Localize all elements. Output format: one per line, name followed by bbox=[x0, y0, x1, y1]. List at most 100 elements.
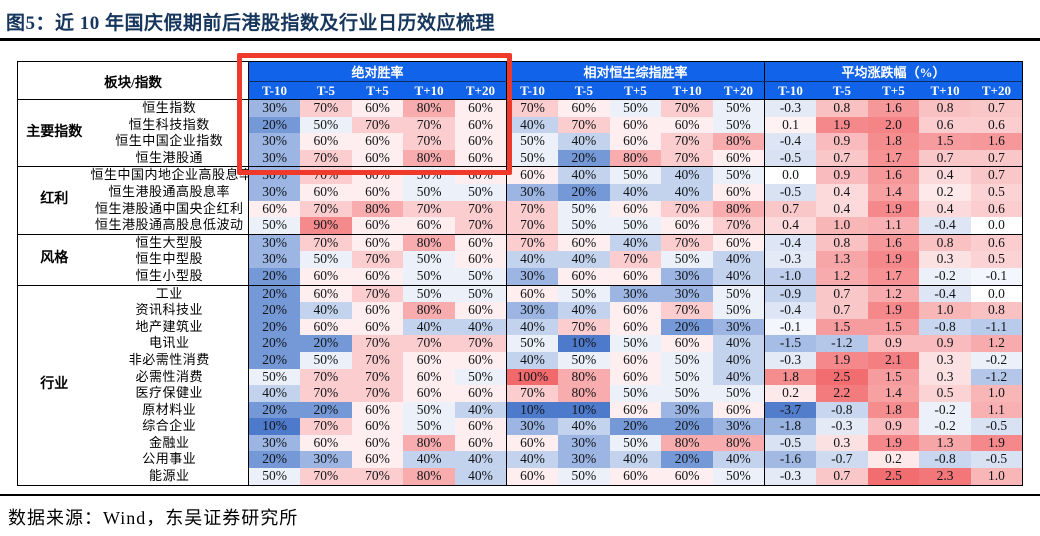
heat-cell: 0.5 bbox=[970, 183, 1023, 201]
heat-cell: 30% bbox=[248, 233, 301, 252]
heat-cell: 2.1 bbox=[867, 351, 920, 369]
heat-cell: 0.4 bbox=[919, 166, 971, 184]
heat-cell: -0.5 bbox=[763, 183, 817, 201]
heat-cell: 70% bbox=[351, 468, 404, 486]
heat-cell: 30% bbox=[248, 251, 301, 268]
col-header-tm5: T-5 bbox=[816, 81, 868, 100]
heat-cell: 60% bbox=[609, 116, 662, 134]
heat-cell: 50% bbox=[558, 200, 610, 218]
heat-cell: 20% bbox=[661, 418, 713, 435]
heat-cell: 1.9 bbox=[867, 302, 920, 319]
heat-cell: 60% bbox=[300, 133, 352, 150]
heat-cell: -0.2 bbox=[970, 351, 1023, 369]
heat-cell: 70% bbox=[454, 217, 507, 235]
heat-cell: 0.0 bbox=[970, 284, 1023, 303]
heat-cell: 50% bbox=[454, 183, 507, 201]
heat-cell: 0.5 bbox=[919, 385, 971, 402]
heat-cell: 30% bbox=[558, 434, 610, 452]
heat-cell: 0.7 bbox=[816, 302, 868, 319]
heat-cell: 70% bbox=[300, 368, 352, 386]
heat-cell: 80% bbox=[403, 233, 455, 252]
heat-cell: 60% bbox=[351, 267, 404, 286]
heat-cell: 40% bbox=[558, 251, 610, 268]
heat-cell: 0.3 bbox=[816, 434, 868, 452]
heat-cell: 50% bbox=[300, 351, 352, 369]
table-header: 板块/指数 绝对胜率 相对恒生综指胜率 平均涨跌幅（%） T-10 T-5 T+5 T… bbox=[17, 61, 1023, 100]
heat-cell: -0.8 bbox=[919, 318, 971, 336]
heat-cell: 0.8 bbox=[919, 99, 971, 117]
col-header-tm10: T-10 bbox=[248, 81, 301, 100]
heat-cell: 60% bbox=[454, 166, 507, 184]
heat-cell: 70% bbox=[300, 418, 352, 435]
heat-cell: 50% bbox=[712, 166, 765, 184]
heat-cell: 20% bbox=[248, 401, 301, 419]
heat-cell: 30% bbox=[248, 183, 301, 201]
heat-cell: 50% bbox=[712, 302, 765, 319]
row-label: 恒生小型股 bbox=[90, 267, 249, 286]
row-label: 公用事业 bbox=[90, 451, 249, 469]
heat-cell: 50% bbox=[505, 335, 559, 352]
heat-cell: 70% bbox=[505, 233, 559, 252]
heat-cell: 10% bbox=[248, 418, 301, 435]
heat-cell: 40% bbox=[712, 335, 765, 352]
heat-cell: 50% bbox=[609, 385, 662, 402]
heat-cell: -1.2 bbox=[970, 368, 1023, 386]
heat-cell: 70% bbox=[454, 200, 507, 218]
heat-cell: 60% bbox=[351, 434, 404, 452]
heat-cell: 80% bbox=[403, 302, 455, 319]
heat-cell: 60% bbox=[661, 468, 713, 486]
heat-cell: 50% bbox=[454, 368, 507, 386]
heat-cell: 60% bbox=[609, 302, 662, 319]
heat-cell: 0.8 bbox=[919, 233, 971, 252]
heat-cell: 70% bbox=[403, 200, 455, 218]
heat-cell: 70% bbox=[351, 385, 404, 402]
row-label: 非必需性消费 bbox=[90, 351, 249, 369]
heat-cell: 0.3 bbox=[919, 351, 971, 369]
heat-cell: 50% bbox=[712, 116, 765, 134]
heat-cell: 50% bbox=[403, 166, 455, 184]
row-label: 恒生大型股 bbox=[90, 233, 249, 252]
heat-cell: 40% bbox=[558, 418, 610, 435]
heat-cell: 60% bbox=[351, 149, 404, 167]
heat-cell: 2.0 bbox=[867, 116, 920, 134]
heat-cell: -0.3 bbox=[816, 418, 868, 435]
heat-cell: 1.8 bbox=[763, 368, 817, 386]
heat-cell: 1.8 bbox=[867, 133, 920, 150]
heat-cell: 60% bbox=[300, 284, 352, 303]
row-label: 工业 bbox=[90, 284, 249, 303]
heat-cell: 60% bbox=[403, 351, 455, 369]
heat-cell: 100% bbox=[505, 368, 559, 386]
heat-cell: 60% bbox=[351, 217, 404, 235]
heat-cell: 50% bbox=[403, 284, 455, 303]
heat-cell: 0.7 bbox=[816, 149, 868, 167]
heat-cell: 60% bbox=[351, 99, 404, 117]
heat-cell: 70% bbox=[661, 200, 713, 218]
heat-cell: 30% bbox=[248, 133, 301, 150]
calendar-effect-table: 板块/指数 绝对胜率 相对恒生综指胜率 平均涨跌幅（%） T-10 T-5 T+5 T… bbox=[17, 61, 1023, 486]
heat-cell: 70% bbox=[351, 251, 404, 268]
heat-cell: 2.2 bbox=[816, 385, 868, 402]
heat-cell: 1.6 bbox=[867, 99, 920, 117]
heat-cell: 70% bbox=[351, 284, 404, 303]
heat-cell: 50% bbox=[712, 284, 765, 303]
heat-cell: 50% bbox=[609, 99, 662, 117]
heat-cell: 40% bbox=[712, 451, 765, 469]
heat-cell: 50% bbox=[403, 401, 455, 419]
heat-cell: 80% bbox=[403, 99, 455, 117]
corner-header: 板块/指数 bbox=[17, 61, 249, 100]
heat-cell: -1.5 bbox=[763, 335, 817, 352]
heat-cell: 70% bbox=[661, 99, 713, 117]
heat-cell: 1.5 bbox=[867, 368, 920, 386]
heat-cell: -1.2 bbox=[816, 335, 868, 352]
heat-cell: 0.9 bbox=[816, 166, 868, 184]
row-label: 医疗保健业 bbox=[90, 385, 249, 402]
heat-cell: 1.6 bbox=[970, 133, 1023, 150]
heat-cell: 60% bbox=[300, 183, 352, 201]
heat-cell: 1.8 bbox=[867, 401, 920, 419]
heat-cell: 60% bbox=[661, 335, 713, 352]
col-header-tp10: T+10 bbox=[661, 81, 713, 100]
heat-cell: 20% bbox=[248, 116, 301, 134]
heat-cell: 50% bbox=[454, 267, 507, 286]
heat-cell: 1.7 bbox=[867, 149, 920, 167]
heat-cell: 60% bbox=[609, 133, 662, 150]
